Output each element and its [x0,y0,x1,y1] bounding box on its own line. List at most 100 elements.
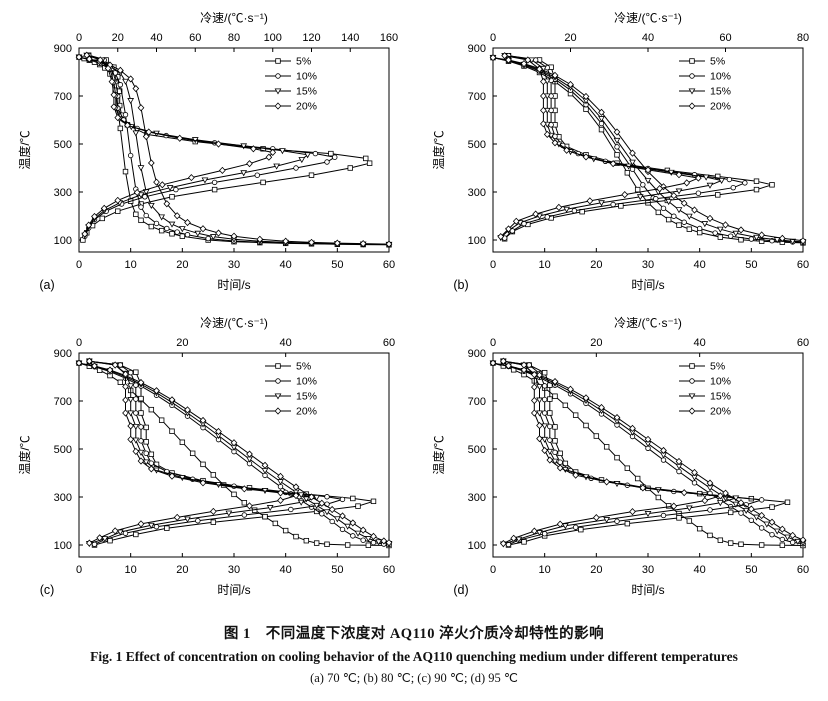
triangle-down-marker [184,516,191,523]
square-marker [779,542,786,548]
circle-marker [339,526,346,533]
diamond-marker [85,357,93,365]
circle-marker [547,423,553,430]
triangle-down-marker [201,177,209,184]
diamond-marker [188,174,195,182]
circle-marker [689,73,695,79]
square-marker [189,450,196,457]
diamond-marker [799,237,807,245]
diamond-marker [127,422,135,430]
square-marker [148,406,155,413]
subplot-label: (b) [453,278,468,292]
cooling-curve-20% [78,56,390,245]
diamond-marker [758,511,766,520]
top-tick-label: 20 [564,32,576,44]
diamond-marker [145,128,153,136]
square-marker [614,454,620,461]
triangle-down-marker [261,468,269,475]
triangle-down-marker [297,499,305,506]
diamond-marker [520,60,528,68]
diamond-marker [104,64,112,72]
diamond-marker [683,179,691,187]
circle-marker [640,182,646,188]
diamond-marker [308,493,315,501]
triangle-down-marker [613,137,621,144]
circle-marker [324,159,330,165]
cooling-curve-5% [78,56,390,246]
left-tick-label: 900 [54,43,72,55]
square-marker [696,525,703,532]
square-marker [122,168,129,175]
circle-marker [138,424,144,430]
diamond-marker [96,534,104,542]
diamond-marker [137,104,145,112]
triangle-down-marker [274,88,282,95]
circle-marker [312,150,319,157]
bottom-tick-label: 60 [383,259,395,271]
chart-b: 0 20 40 60 80 冷速/(℃·s⁻¹) 0 10 20 30 40 50 60 时间/s 100 3… [431,11,809,292]
triangle-down-marker [344,523,352,530]
cooling-curve-15% [492,57,804,243]
diamond-marker [541,446,549,455]
square-marker [583,422,589,429]
triangle-down-marker [298,157,306,164]
diamond-marker [230,439,238,447]
diamond-marker [83,51,91,59]
circle-marker [275,378,281,384]
diamond-marker [277,472,284,480]
triangle-down-marker [561,523,569,530]
circle-marker [748,236,755,242]
square-marker [138,217,144,224]
triangle-down-marker [375,539,383,546]
diamond-marker [75,359,83,367]
bottom-axis-title: 时间/s [217,278,250,292]
triangle-down-marker [541,423,549,430]
diamond-marker [122,396,129,404]
circle-marker [779,536,786,543]
square-marker [169,194,175,200]
chart-a: 0 20 40 60 80 100 120 140 160 冷速/(℃·s⁻¹) 0 10 20 30 40… [17,11,398,292]
triangle-down-marker [551,458,559,465]
triangle-down-marker [706,182,714,189]
bottom-tick-label: 50 [745,564,757,576]
diamond-marker [158,181,166,189]
square-marker [355,503,361,509]
diamond-marker [380,537,388,545]
diamond-marker [680,489,688,497]
diamond-marker [737,226,745,234]
subplot-label: (a) [39,278,54,292]
square-marker [624,465,631,471]
triangle-down-marker [273,163,281,170]
diamond-marker [277,489,284,497]
bottom-tick-label: 20 [176,259,188,271]
diamond-marker [716,492,724,500]
square-marker [117,125,124,132]
plot-frame [492,352,804,558]
top-axis-title: 冷速/(℃·s⁻¹) [200,316,268,330]
circle-marker [241,512,248,518]
diamond-marker [546,456,554,464]
square-marker [784,499,791,505]
circle-marker [339,496,346,503]
triangle-down-marker [313,494,321,501]
circle-marker [691,480,698,486]
diamond-marker [153,178,160,186]
triangle-down-marker [137,449,145,456]
circle-marker [324,494,330,500]
triangle-down-marker [209,234,217,241]
top-tick-label: 40 [642,32,654,44]
circle-marker [727,233,734,239]
bottom-axis-title: 时间/s [217,583,250,597]
square-marker [366,160,373,166]
diamond-marker [551,139,559,147]
legend-label: 15% [710,391,731,403]
diamond-marker [168,472,176,480]
diamond-marker [122,409,129,417]
diamond-marker [385,539,393,547]
left-tick-label: 700 [54,91,72,103]
triangle-down-marker [629,159,636,166]
square-marker [634,186,641,193]
triangle-down-marker [364,536,372,543]
circle-marker [738,510,744,516]
square-marker [211,186,218,193]
